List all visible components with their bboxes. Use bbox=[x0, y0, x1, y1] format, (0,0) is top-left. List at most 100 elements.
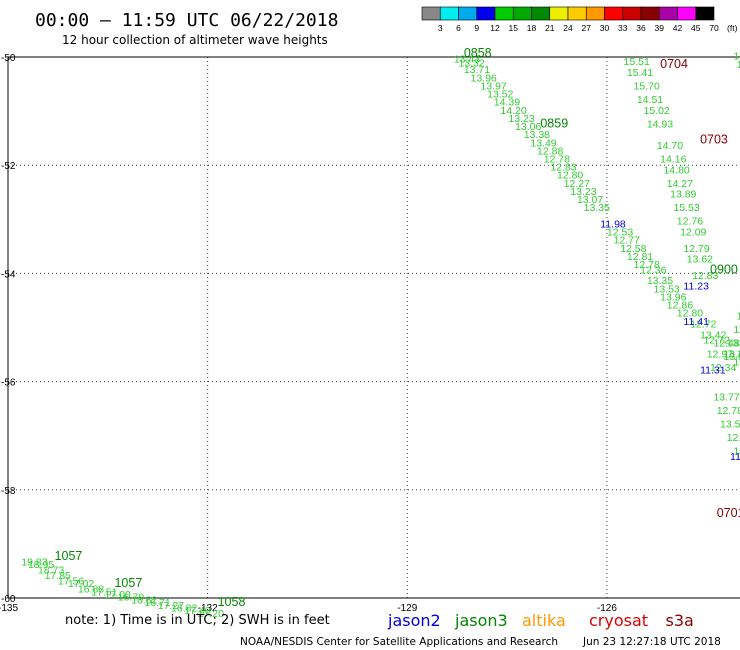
colorbar-swatch bbox=[640, 6, 660, 21]
colorbar-tick: 6 bbox=[456, 23, 461, 33]
swh-value: 13.52 bbox=[487, 89, 513, 101]
swh-value: 12.77 bbox=[614, 235, 640, 247]
swh-value: 15.70 bbox=[634, 80, 660, 92]
swh-value: 13.43 bbox=[454, 53, 480, 65]
swh-value: 13.42 bbox=[700, 329, 726, 341]
y-tick-label: -52 bbox=[1, 161, 16, 172]
swh-value: 14.20 bbox=[500, 105, 526, 117]
colorbar-legend: 3 6 9 12 15 18 21 24 27 30 33 36 39 42 45 70 (ft) bbox=[421, 6, 738, 33]
colorbar-swatch bbox=[622, 6, 642, 21]
swh-value: 12.72 bbox=[703, 335, 729, 347]
swh-value: 13.57 bbox=[737, 348, 740, 360]
data-points: 13.4313.3213.7113.9613.9713.5214.3914.20… bbox=[21, 51, 740, 620]
swh-value: 13.64 bbox=[733, 356, 740, 368]
chart-subtitle: 12 hour collection of altimeter wave hei… bbox=[62, 33, 328, 47]
colorbar-tick: 3 bbox=[438, 23, 443, 33]
swh-value: 15.41 bbox=[627, 67, 653, 79]
colorbar-swatch bbox=[695, 6, 715, 21]
swh-value: 12.81 bbox=[627, 251, 653, 263]
swh-value: 12.78 bbox=[634, 259, 660, 271]
swh-value: 15.51 bbox=[624, 56, 650, 68]
colorbar-tick: 39 bbox=[655, 23, 665, 33]
swh-value: 13.06 bbox=[515, 121, 541, 133]
swh-value: 13.71 bbox=[464, 64, 490, 76]
swh-value: 16.70 bbox=[118, 592, 144, 604]
time-label: 0858 bbox=[464, 46, 492, 60]
time-label: 0704 bbox=[660, 57, 688, 71]
x-tick-label: -135 bbox=[0, 603, 18, 614]
swh-value: 13.38 bbox=[524, 129, 550, 141]
swh-value: 14.16 bbox=[660, 153, 686, 165]
swh-value: 13.57 bbox=[723, 351, 740, 363]
swh-value: 12.80 bbox=[557, 170, 583, 182]
y-tick-label: -54 bbox=[1, 269, 16, 280]
colorbar-tick: 42 bbox=[673, 23, 683, 33]
swh-value: 12.83 bbox=[692, 270, 718, 282]
swh-value: 17.02 bbox=[68, 578, 94, 590]
swh-value: 14.27 bbox=[667, 178, 693, 190]
swh-value: 17.20 bbox=[198, 608, 224, 620]
colorbar-tick: 30 bbox=[600, 23, 610, 33]
swh-value: 12.36 bbox=[640, 264, 666, 276]
time-label: 0859 bbox=[540, 116, 568, 130]
time-label: 1057 bbox=[55, 549, 83, 563]
time-labels: 0858085909000704070307020113070110571057… bbox=[55, 46, 740, 609]
y-tick-label: -50 bbox=[1, 53, 16, 64]
colorbar-tick: 12 bbox=[490, 23, 500, 33]
colorbar-swatch bbox=[531, 6, 551, 21]
swh-value: 13.23 bbox=[508, 113, 534, 125]
colorbar-tick: 24 bbox=[563, 23, 573, 33]
time-label: 1057 bbox=[114, 576, 142, 590]
swh-value: 19.83 bbox=[21, 557, 47, 569]
swh-value: 16.71 bbox=[144, 597, 170, 609]
swh-value: 14.70 bbox=[657, 140, 683, 152]
swh-value: 13.35 bbox=[647, 275, 673, 287]
swh-value: 12.92 bbox=[733, 324, 740, 336]
units-note: note: 1) Time is in UTC; 2) SWH is in fe… bbox=[65, 613, 330, 628]
swh-value: 12.53 bbox=[607, 227, 633, 239]
colorbar-swatch bbox=[677, 6, 697, 21]
swh-value: 12.58 bbox=[620, 243, 646, 255]
swh-value: 16.82 bbox=[131, 594, 157, 606]
colorbar-tick: 15 bbox=[509, 23, 519, 33]
colorbar-swatch bbox=[567, 6, 587, 21]
swh-value: 12.09 bbox=[680, 227, 706, 239]
colorbar-swatch bbox=[549, 6, 569, 21]
swh-value: 12.88 bbox=[537, 145, 563, 157]
swh-value: 12.97 bbox=[707, 348, 733, 360]
satellite-legend: jason2 jason3 altika cryosat s3a bbox=[387, 611, 694, 630]
colorbar-swatch bbox=[585, 6, 605, 21]
colorbar-tick: 70 bbox=[709, 23, 719, 33]
swh-value: 17.40 bbox=[184, 605, 210, 617]
swh-value: 13.84 bbox=[733, 446, 740, 458]
y-tick-label: -56 bbox=[1, 378, 16, 389]
swh-value: 12.27 bbox=[564, 178, 590, 190]
swh-value: 14.93 bbox=[647, 118, 673, 130]
swh-value: 12.48 bbox=[713, 337, 739, 349]
swh-value: 18.29 bbox=[737, 59, 740, 71]
legend-altika: altika bbox=[522, 611, 566, 630]
swh-value: 13.53 bbox=[653, 283, 679, 295]
colorbar-tick: (ft) bbox=[727, 23, 738, 33]
colorbar-swatch bbox=[458, 6, 478, 21]
colorbar-tick: 27 bbox=[582, 23, 592, 33]
colorbar-tick: 33 bbox=[618, 23, 628, 33]
swh-value: 13.14 bbox=[737, 310, 740, 322]
colorbar-swatch bbox=[476, 6, 496, 21]
legend-jason3: jason3 bbox=[454, 611, 508, 630]
colorbar-swatch bbox=[658, 6, 678, 21]
x-tick-label: -132 bbox=[198, 603, 218, 614]
swh-value: 17.51 bbox=[91, 586, 117, 598]
swh-value: 12.80 bbox=[677, 308, 703, 320]
swh-value: 12.86 bbox=[667, 300, 693, 312]
swh-value: 18.95 bbox=[28, 559, 54, 571]
swh-value: 17.27 bbox=[158, 600, 184, 612]
colorbar-swatch bbox=[494, 6, 514, 21]
swh-value: 14.39 bbox=[494, 97, 520, 109]
colorbar-swatch bbox=[439, 6, 459, 21]
y-tick-label: -58 bbox=[1, 486, 16, 497]
swh-value: 13.49 bbox=[530, 137, 556, 149]
x-tick-label: -126 bbox=[597, 603, 617, 614]
